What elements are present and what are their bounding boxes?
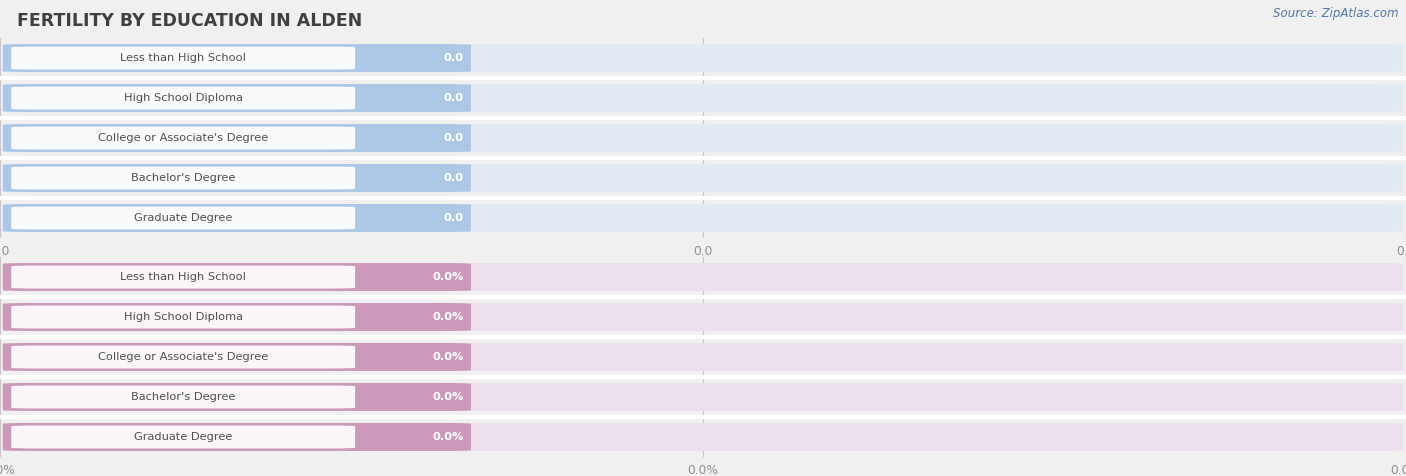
- Text: FERTILITY BY EDUCATION IN ALDEN: FERTILITY BY EDUCATION IN ALDEN: [17, 12, 363, 30]
- FancyBboxPatch shape: [3, 84, 1403, 112]
- Text: College or Associate's Degree: College or Associate's Degree: [98, 352, 269, 362]
- FancyBboxPatch shape: [3, 383, 1403, 411]
- Text: College or Associate's Degree: College or Associate's Degree: [98, 133, 269, 143]
- FancyBboxPatch shape: [3, 84, 471, 112]
- FancyBboxPatch shape: [11, 306, 356, 328]
- FancyBboxPatch shape: [3, 44, 1403, 72]
- FancyBboxPatch shape: [3, 164, 1403, 192]
- FancyBboxPatch shape: [11, 167, 356, 189]
- Text: Less than High School: Less than High School: [121, 272, 246, 282]
- Text: 0.0%: 0.0%: [1391, 464, 1406, 476]
- FancyBboxPatch shape: [11, 127, 356, 149]
- FancyBboxPatch shape: [3, 303, 471, 331]
- FancyBboxPatch shape: [3, 164, 471, 192]
- Text: 0.0: 0.0: [444, 93, 464, 103]
- FancyBboxPatch shape: [3, 204, 1403, 232]
- FancyBboxPatch shape: [3, 204, 471, 232]
- FancyBboxPatch shape: [3, 124, 1403, 152]
- Text: 0.0: 0.0: [693, 245, 713, 258]
- FancyBboxPatch shape: [11, 386, 356, 408]
- Text: 0.0: 0.0: [444, 173, 464, 183]
- FancyBboxPatch shape: [3, 343, 1403, 371]
- Text: Graduate Degree: Graduate Degree: [134, 213, 232, 223]
- Text: 0.0%: 0.0%: [433, 352, 464, 362]
- FancyBboxPatch shape: [3, 124, 471, 152]
- Text: High School Diploma: High School Diploma: [124, 312, 243, 322]
- FancyBboxPatch shape: [11, 426, 356, 448]
- FancyBboxPatch shape: [11, 266, 356, 288]
- FancyBboxPatch shape: [11, 207, 356, 229]
- Text: Less than High School: Less than High School: [121, 53, 246, 63]
- FancyBboxPatch shape: [3, 423, 1403, 451]
- Text: 0.0: 0.0: [444, 133, 464, 143]
- FancyBboxPatch shape: [11, 346, 356, 368]
- Text: 0.0%: 0.0%: [433, 392, 464, 402]
- FancyBboxPatch shape: [3, 343, 471, 371]
- Text: High School Diploma: High School Diploma: [124, 93, 243, 103]
- Text: Bachelor's Degree: Bachelor's Degree: [131, 392, 235, 402]
- Text: 0.0%: 0.0%: [688, 464, 718, 476]
- Text: 0.0: 0.0: [0, 245, 10, 258]
- Text: Source: ZipAtlas.com: Source: ZipAtlas.com: [1274, 7, 1399, 20]
- FancyBboxPatch shape: [3, 263, 1403, 291]
- FancyBboxPatch shape: [3, 263, 471, 291]
- Text: 0.0%: 0.0%: [433, 432, 464, 442]
- Text: 0.0%: 0.0%: [433, 272, 464, 282]
- FancyBboxPatch shape: [3, 423, 471, 451]
- Text: Graduate Degree: Graduate Degree: [134, 432, 232, 442]
- Text: 0.0: 0.0: [1396, 245, 1406, 258]
- FancyBboxPatch shape: [3, 383, 471, 411]
- FancyBboxPatch shape: [3, 303, 1403, 331]
- FancyBboxPatch shape: [11, 47, 356, 69]
- Text: 0.0%: 0.0%: [433, 312, 464, 322]
- FancyBboxPatch shape: [11, 87, 356, 109]
- Text: Bachelor's Degree: Bachelor's Degree: [131, 173, 235, 183]
- Text: 0.0: 0.0: [444, 213, 464, 223]
- Text: 0.0: 0.0: [444, 53, 464, 63]
- FancyBboxPatch shape: [3, 44, 471, 72]
- Text: 0.0%: 0.0%: [0, 464, 15, 476]
